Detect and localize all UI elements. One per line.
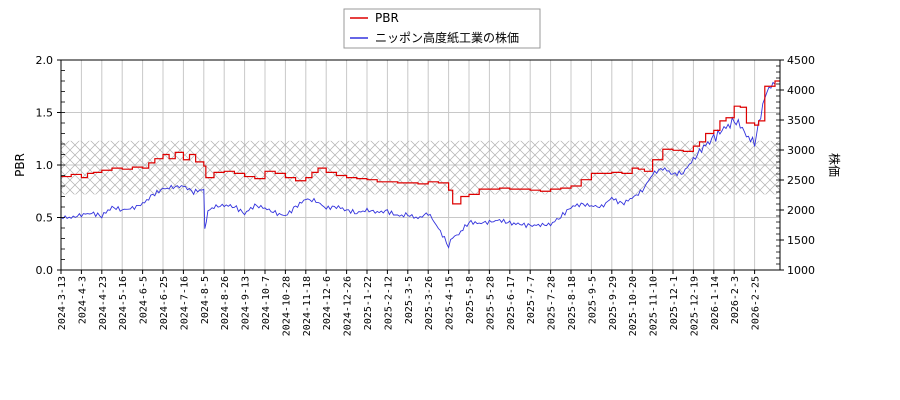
x-axis: 2024-3-13 2024-4-3 2024-4-23 2024-5-16 2024-… xyxy=(57,270,762,336)
x-tick-label: 2025-3-26 xyxy=(424,276,435,330)
x-tick-label: 2025-12-1 xyxy=(669,276,680,330)
right-tick-label: 1500 xyxy=(787,234,815,247)
left-axis-title: PBR xyxy=(13,153,27,177)
x-tick-label: 2024-12-6 xyxy=(322,276,333,330)
x-tick-label: 2024-10-28 xyxy=(281,276,292,336)
x-tick-label: 2024-4-3 xyxy=(77,276,88,324)
x-tick-label: 2025-11-10 xyxy=(649,276,660,336)
x-tick-label: 2025-6-17 xyxy=(506,276,517,330)
x-tick-label: 2025-8-18 xyxy=(567,276,578,330)
x-tick-label: 2024-11-18 xyxy=(302,276,313,336)
x-tick-label: 2025-5-28 xyxy=(485,276,496,330)
pbr-line xyxy=(61,80,780,205)
right-tick-label: 2500 xyxy=(787,174,815,187)
legend: PBR ニッポン高度紙工業の株価 xyxy=(343,8,541,49)
x-tick-label: 2025-1-22 xyxy=(363,276,374,330)
right-tick-label: 4000 xyxy=(787,84,815,97)
x-tick-label: 2025-9-29 xyxy=(608,276,619,330)
x-tick-label: 2024-10-7 xyxy=(261,276,272,330)
left-tick-label: 1.0 xyxy=(36,159,54,172)
x-tick-label: 2024-3-13 xyxy=(57,276,68,330)
x-tick-label: 2026-1-14 xyxy=(710,276,721,330)
left-tick-label: 0.0 xyxy=(36,264,54,277)
x-tick-label: 2025-4-15 xyxy=(445,276,456,330)
left-tick-label: 0.5 xyxy=(36,212,54,225)
x-tick-label: 2024-7-16 xyxy=(179,276,190,330)
legend-price-label: ニッポン高度紙工業の株価 xyxy=(375,30,519,45)
right-tick-label: 3000 xyxy=(787,144,815,157)
x-tick-label: 2025-7-28 xyxy=(547,276,558,330)
stock-price-line xyxy=(61,81,776,249)
left-tick-label: 2.0 xyxy=(36,54,54,67)
x-tick-label: 2024-9-13 xyxy=(241,276,252,330)
x-tick-label: 2024-8-5 xyxy=(200,276,211,324)
legend-pbr-label: PBR xyxy=(375,11,399,25)
right-tick-label: 4500 xyxy=(787,54,815,67)
x-tick-label: 2025-9-5 xyxy=(587,276,598,324)
x-tick-label: 2026-2-25 xyxy=(751,276,762,330)
x-tick-label: 2024-4-23 xyxy=(98,276,109,330)
right-axis-title: 株価 xyxy=(827,153,842,177)
left-y-axis: 0.0 0.5 1.0 1.5 2.0 xyxy=(36,54,65,277)
x-tick-label: 2024-12-26 xyxy=(343,276,354,336)
x-tick-label: 2024-6-25 xyxy=(159,276,170,330)
left-tick-label: 1.5 xyxy=(36,107,54,120)
x-tick-label: 2025-3-5 xyxy=(404,276,415,324)
x-tick-label: 2024-6-5 xyxy=(139,276,150,324)
x-tick-label: 2026-2-3 xyxy=(730,276,741,324)
x-tick-label: 2024-8-26 xyxy=(220,276,231,330)
x-tick-label: 2024-5-16 xyxy=(118,276,129,330)
right-tick-label: 1000 xyxy=(787,264,815,277)
right-y-axis: 1000 1500 2000 2500 3000 3500 4000 4500 xyxy=(776,54,815,277)
shaded-band xyxy=(61,140,780,195)
x-tick-label: 2025-5-8 xyxy=(465,276,476,324)
right-tick-label: 3500 xyxy=(787,114,815,127)
x-tick-label: 2025-10-20 xyxy=(628,276,639,336)
x-tick-label: 2025-7-7 xyxy=(526,276,537,324)
legend-box xyxy=(343,8,541,49)
right-tick-label: 2000 xyxy=(787,204,815,217)
x-tick-label: 2025-2-12 xyxy=(383,276,394,330)
x-tick-label: 2025-12-19 xyxy=(689,276,700,336)
